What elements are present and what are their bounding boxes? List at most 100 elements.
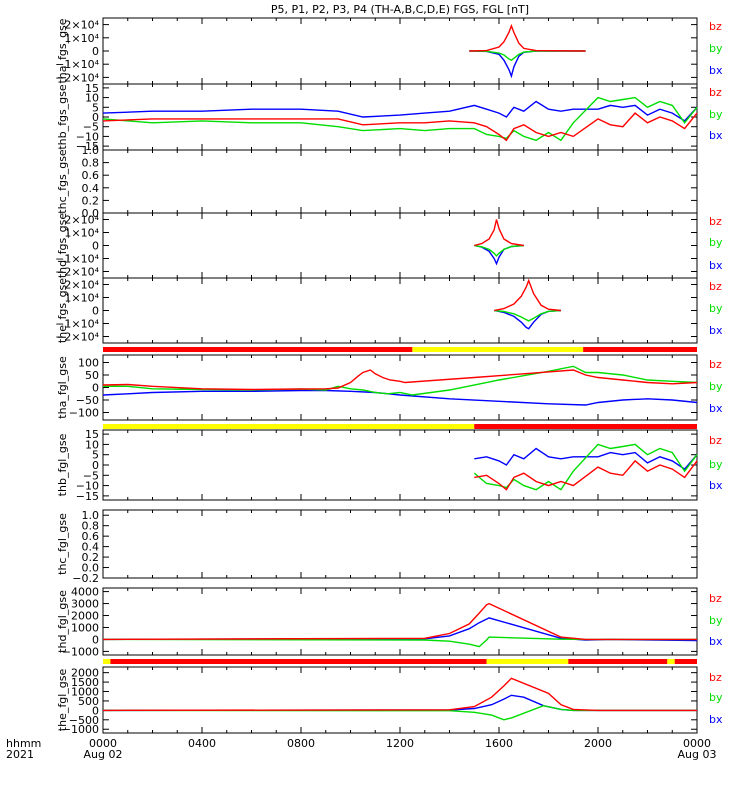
mode-bar-segment [667,659,675,664]
y-tick-label: 1×10⁴ [64,292,99,305]
legend-bx: bx [709,713,723,726]
legend-bx: bx [709,259,723,272]
x-axis-corner-label: hhmm [6,737,41,750]
y-tick-label: −2×10⁴ [55,71,99,84]
y-tick-label: −2×10⁴ [55,331,99,344]
mode-bar-segment [103,659,111,664]
y-tick-label: 3000 [71,598,99,611]
series-line-bz [469,23,586,52]
legend-by: by [709,380,723,393]
y-tick-label: −10 [76,130,99,143]
y-tick-label: −5 [83,469,99,482]
y-tick-label: 15 [85,82,99,95]
panel-label: tha_fgl_gse [56,356,69,419]
series-line-bx [474,447,698,471]
mode-bar-segment [583,347,697,352]
y-tick-label: −1000 [62,645,99,658]
y-tick-label: 0 [92,633,99,646]
y-tick-label: 0.0 [82,207,100,220]
y-tick-label: 10 [85,438,99,451]
series-line-by [102,704,697,721]
mode-bar-segment [110,659,487,664]
y-tick-label: 5 [92,101,99,114]
legend-bx: bx [709,402,723,415]
x-tick-label: 0000 [89,737,117,750]
legend-bz: bz [709,20,722,33]
panel-frame [102,17,698,85]
y-tick-label: −1×10⁴ [55,253,99,266]
panel-frame [102,587,698,656]
panel-label: thb_fgl_gse [56,433,69,496]
panel-label: thd_fgs_gse [56,213,69,279]
panel-thc_fgs_gse: 1.00.80.60.40.20.0 thc_fgs_gse [56,144,698,220]
panel-frame [102,429,698,501]
series-line-bz [102,369,698,391]
y-tick-label: 0.0 [82,562,100,575]
y-tick-label: −1×10⁴ [55,318,99,331]
y-tick-label: 0 [92,382,99,395]
panel-frame [102,354,698,421]
y-tick-label: 1000 [71,686,99,699]
y-tick-label: 0 [92,704,99,717]
series-line-bx [102,100,698,122]
y-tick-label: 0 [92,45,99,58]
legend-bx: bx [709,64,723,77]
series-line-bx [474,244,524,266]
legend-bz: bz [709,280,722,293]
panel-frame [102,666,698,734]
legend-bx: bx [709,129,723,142]
plot-title: P5, P1, P2, P3, P4 (TH-A,B,C,D,E) FGS, F… [271,3,529,16]
y-tick-label: 0.8 [82,157,100,170]
y-tick-label: 2×10⁴ [64,279,99,292]
x-tick-label: 1600 [485,737,513,750]
legend-by: by [709,614,723,627]
y-tick-label: 0.2 [82,551,100,564]
y-tick-label: 0 [92,459,99,472]
y-tick-label: −1×10⁴ [55,58,99,71]
y-tick-label: −10 [76,480,99,493]
series-line-bz [474,219,524,247]
y-tick-label: 10 [85,92,99,105]
mode-bar-segment [103,347,413,352]
y-tick-label: 15 [85,428,99,441]
y-tick-label: 0 [92,305,99,318]
y-tick-label: 5 [92,449,99,462]
y-tick-label: 0.6 [82,169,100,182]
y-tick-label: −15 [76,140,99,153]
legend-bx: bx [709,479,723,492]
y-tick-label: 0 [92,111,99,124]
legend-bz: bz [709,358,722,371]
y-tick-label: 0.4 [82,182,100,195]
series-line-by [474,244,524,257]
legend-bz: bz [709,86,722,99]
panel-frame [102,509,698,579]
series-line-bx [469,50,586,79]
y-tick-label: 2000 [71,610,99,623]
legend-bx: bx [709,324,723,337]
y-tick-label: −0.2 [72,572,99,585]
panel-label: thc_fgs_gse [56,149,69,214]
y-tick-label: 2×10⁴ [64,19,99,32]
series-line-bx [102,617,698,642]
mode-bar-segment [674,659,697,664]
y-tick-label: 2000 [71,667,99,680]
y-tick-label: 1500 [71,676,99,689]
series-line-by [102,96,698,142]
x-tick-label: 2000 [584,737,612,750]
panel-label: the_fgs_gse [56,278,69,343]
y-tick-label: 0.6 [82,530,100,543]
series-line-bx [102,694,697,712]
mode-bar-segment [568,659,668,664]
legend-by: by [709,302,723,315]
mode-bar-segment [103,424,475,429]
legend-by: by [709,691,723,704]
y-tick-label: 1.0 [82,509,100,522]
